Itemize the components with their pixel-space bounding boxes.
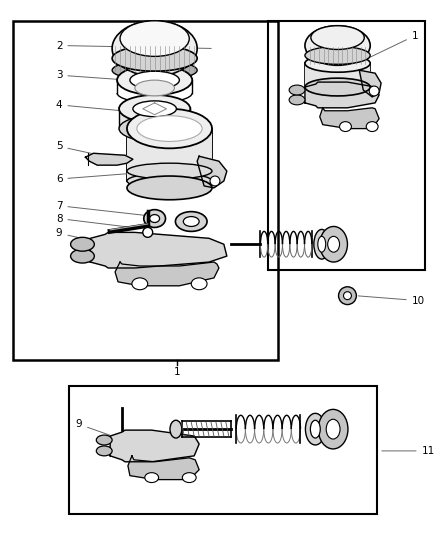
Ellipse shape <box>318 236 326 252</box>
Ellipse shape <box>135 80 174 96</box>
Polygon shape <box>197 156 227 188</box>
Ellipse shape <box>112 21 197 76</box>
Ellipse shape <box>311 420 320 438</box>
Polygon shape <box>305 82 379 108</box>
Ellipse shape <box>71 249 94 263</box>
Text: 9: 9 <box>75 419 113 436</box>
Polygon shape <box>85 154 133 165</box>
Ellipse shape <box>112 45 197 71</box>
Ellipse shape <box>305 26 370 65</box>
Ellipse shape <box>119 116 190 141</box>
Text: 9: 9 <box>56 228 102 243</box>
Text: 7: 7 <box>56 201 162 217</box>
Ellipse shape <box>191 278 207 290</box>
Bar <box>13 21 278 360</box>
Ellipse shape <box>289 95 305 105</box>
Text: 5: 5 <box>56 141 115 159</box>
Text: 1: 1 <box>360 30 418 62</box>
Bar <box>69 386 377 514</box>
Text: 10: 10 <box>358 296 425 305</box>
Ellipse shape <box>143 228 153 237</box>
Ellipse shape <box>150 215 159 222</box>
Ellipse shape <box>137 116 202 141</box>
Bar <box>127 127 212 181</box>
Text: 1: 1 <box>174 367 181 377</box>
Text: 4: 4 <box>56 100 181 116</box>
Ellipse shape <box>343 292 351 300</box>
Ellipse shape <box>366 122 378 132</box>
Ellipse shape <box>314 229 330 259</box>
Text: 8: 8 <box>56 214 137 228</box>
Ellipse shape <box>127 176 212 200</box>
Ellipse shape <box>339 287 357 304</box>
Polygon shape <box>115 262 219 286</box>
Ellipse shape <box>119 95 190 123</box>
Ellipse shape <box>71 237 94 251</box>
Bar <box>268 21 424 270</box>
Text: 3: 3 <box>56 70 181 84</box>
Ellipse shape <box>127 173 212 189</box>
Text: 6: 6 <box>56 169 184 184</box>
Ellipse shape <box>170 420 182 438</box>
Ellipse shape <box>133 101 177 117</box>
Text: 2: 2 <box>56 41 211 51</box>
Ellipse shape <box>175 212 207 231</box>
Ellipse shape <box>182 473 196 482</box>
Ellipse shape <box>184 216 199 227</box>
Ellipse shape <box>305 54 370 72</box>
Ellipse shape <box>127 163 212 179</box>
Polygon shape <box>359 70 381 97</box>
Ellipse shape <box>96 435 112 445</box>
Bar <box>119 107 190 128</box>
Polygon shape <box>320 108 379 128</box>
Ellipse shape <box>112 60 197 80</box>
Ellipse shape <box>130 71 180 89</box>
Bar <box>305 63 370 87</box>
Ellipse shape <box>318 409 348 449</box>
Ellipse shape <box>339 122 351 132</box>
Ellipse shape <box>305 46 370 64</box>
Ellipse shape <box>145 473 159 482</box>
Ellipse shape <box>144 209 166 228</box>
Text: 11: 11 <box>382 446 435 456</box>
Ellipse shape <box>289 85 305 95</box>
Ellipse shape <box>305 413 325 445</box>
Ellipse shape <box>120 21 189 56</box>
Ellipse shape <box>210 176 220 186</box>
Ellipse shape <box>127 109 212 148</box>
Ellipse shape <box>326 419 340 439</box>
Ellipse shape <box>305 78 370 96</box>
Polygon shape <box>90 232 227 268</box>
Ellipse shape <box>96 446 112 456</box>
Polygon shape <box>110 430 199 462</box>
Ellipse shape <box>320 227 347 262</box>
Ellipse shape <box>117 65 192 95</box>
Ellipse shape <box>369 86 379 96</box>
Ellipse shape <box>328 236 339 252</box>
Ellipse shape <box>311 26 364 50</box>
Polygon shape <box>128 456 199 480</box>
Ellipse shape <box>132 278 148 290</box>
